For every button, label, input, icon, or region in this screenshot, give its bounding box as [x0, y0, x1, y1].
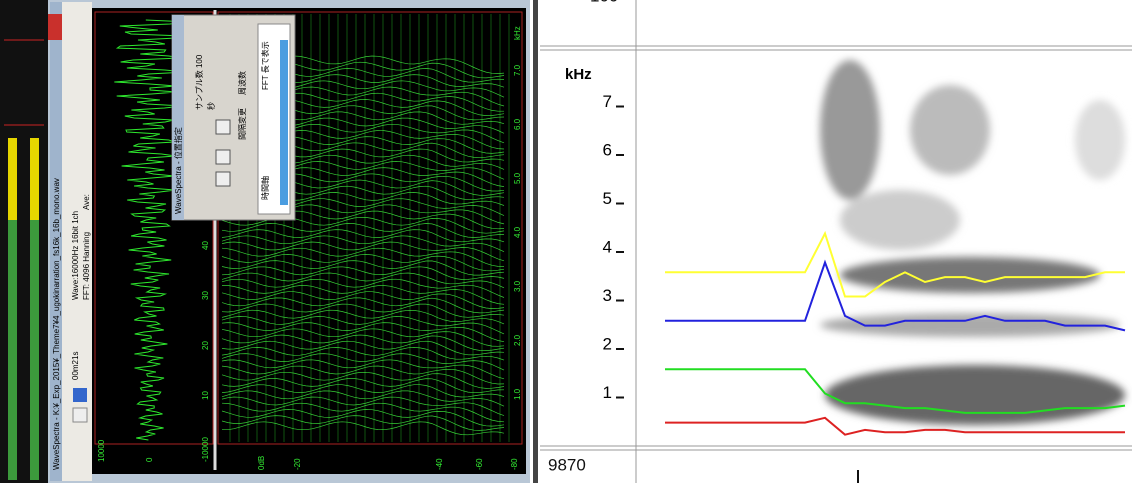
energy	[840, 190, 960, 250]
energy	[1075, 100, 1125, 180]
level-meter	[0, 0, 48, 483]
separator-bar	[533, 0, 538, 483]
page: WaveSpectra - K:¥_Exp_2015¥_Theme7¥4_ugo…	[0, 0, 1132, 483]
top-label: 100	[590, 0, 618, 5]
freq-tick: 3.0	[513, 280, 522, 292]
db-tick: -60	[475, 458, 484, 470]
screen: WaveSpectra - K:¥_Exp_2015¥_Theme7¥4_ugo…	[0, 0, 1132, 483]
dialog-scroll	[280, 40, 288, 205]
down-button[interactable]	[216, 172, 230, 186]
next-button[interactable]	[216, 120, 230, 134]
side-tick: 20	[201, 341, 210, 350]
up-button[interactable]	[216, 150, 230, 164]
dialog-text[interactable]: 間隔変更	[237, 108, 247, 140]
db-tick: -20	[293, 458, 302, 470]
side-tick: 40	[201, 241, 210, 250]
energy	[840, 257, 1100, 293]
meter-bar	[30, 138, 39, 220]
side-tick: 10	[201, 391, 210, 400]
pause-button[interactable]	[73, 388, 87, 402]
close-button[interactable]	[48, 14, 62, 40]
dialog-text: 秒	[206, 102, 216, 110]
info: FFT: 4096 Hanning	[82, 232, 91, 300]
db-tick: -40	[435, 458, 444, 470]
meter-bar	[8, 220, 17, 480]
y-tick-label: 4	[603, 237, 612, 256]
freq-tick: 2.0	[513, 334, 522, 346]
info: Wave:16000Hz 16bit 1ch	[71, 211, 80, 300]
dialog-title: WaveSpectra - 位置指定	[173, 127, 183, 214]
freq-unit: kHz	[513, 26, 522, 40]
y-axis-label: kHz	[565, 66, 592, 83]
y-tick-label: 3	[603, 286, 612, 305]
window-title: WaveSpectra - K:¥_Exp_2015¥_Theme7¥4_ugo…	[52, 178, 61, 470]
meter-bar	[8, 138, 17, 220]
y-tick-label: 6	[603, 140, 612, 159]
meter-bar	[30, 220, 39, 480]
db-tick: 0dB	[257, 456, 266, 470]
freq-tick: 7.0	[513, 64, 522, 76]
info: 00m21s	[71, 352, 80, 380]
y-tick-label: 7	[603, 92, 612, 111]
freq-tick: 4.0	[513, 226, 522, 238]
wave-axis-label: 0	[145, 457, 154, 462]
wave-axis-label: -10000	[201, 437, 210, 462]
y-tick-label: 2	[603, 334, 612, 353]
db-tick: -80	[510, 458, 519, 470]
dialog-text: 周波数	[237, 71, 247, 95]
info: Ave:	[82, 194, 91, 210]
energy	[820, 60, 880, 200]
dialog-text: 時間軸	[260, 176, 270, 200]
freq-tick: 6.0	[513, 118, 522, 130]
stop-button[interactable]	[73, 408, 87, 422]
side-tick: 30	[201, 291, 210, 300]
time-label: 9870	[548, 455, 586, 474]
freq-tick: 5.0	[513, 172, 522, 184]
dialog-text: FFT 長で表示	[260, 41, 270, 90]
y-tick-label: 5	[603, 189, 612, 208]
energy	[910, 85, 990, 175]
wave-axis-label: 10000	[97, 439, 106, 462]
y-tick-label: 1	[603, 383, 612, 402]
energy	[825, 365, 1125, 425]
freq-tick: 1.0	[513, 388, 522, 400]
dialog-text: サンプル数 100	[194, 54, 204, 110]
